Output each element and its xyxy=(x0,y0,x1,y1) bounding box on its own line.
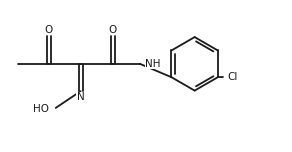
Text: HO: HO xyxy=(33,104,49,114)
Text: Cl: Cl xyxy=(227,72,238,82)
Text: O: O xyxy=(108,25,117,35)
Text: O: O xyxy=(45,25,53,35)
Text: NH: NH xyxy=(145,59,161,69)
Text: N: N xyxy=(77,92,84,102)
